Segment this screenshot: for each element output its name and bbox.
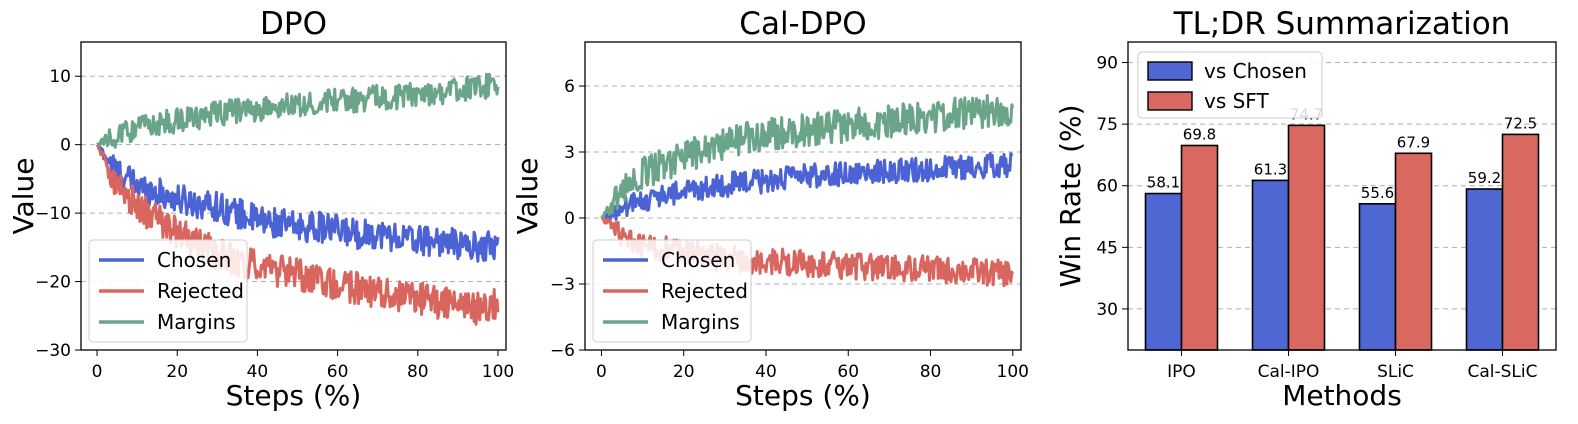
bar-value-label: 67.9 xyxy=(1397,133,1430,151)
plot-frame xyxy=(80,41,507,351)
y-tick-label: −20 xyxy=(35,273,71,293)
y-tick-label: 60 xyxy=(1096,177,1118,197)
legend-label-vs-chosen: vs Chosen xyxy=(1204,59,1307,83)
bar-vs-chosen xyxy=(1358,203,1397,351)
y-tick-label: 45 xyxy=(1096,238,1118,258)
chart-title: DPO xyxy=(260,6,327,42)
x-tick-label: 40 xyxy=(755,362,777,382)
series-line-rejected xyxy=(95,143,500,326)
y-tick-label: 0 xyxy=(60,136,71,156)
y-tick-label: −6 xyxy=(550,341,575,361)
y-tick-label: −10 xyxy=(35,204,71,224)
bar-value-label: 69.8 xyxy=(1183,125,1216,143)
series-line-margins xyxy=(96,72,500,149)
legend-swatch-vs-chosen xyxy=(1147,61,1193,81)
x-tick-label: 0 xyxy=(92,362,103,382)
legend-box xyxy=(88,239,248,343)
y-tick-label: −30 xyxy=(35,341,71,361)
legend-swatch-vs-sft xyxy=(1147,91,1193,111)
bar-vs-sft xyxy=(1287,124,1326,351)
legend-label-rejected: Rejected xyxy=(157,279,244,303)
y-tick-label: 10 xyxy=(49,67,71,87)
bar-vs-sft xyxy=(1180,144,1219,351)
legend-label-chosen: Chosen xyxy=(661,248,735,272)
x-axis-label: Methods xyxy=(1282,379,1402,412)
chart-1: 0 20 40 60 80 100ChosenRejectedMargins−30−20−… xyxy=(7,6,514,412)
y-tick-label: 30 xyxy=(1096,300,1118,320)
y-tick-label: 3 xyxy=(564,143,575,163)
chart-2: 0 20 40 60 80 100 Chosen Rejected Margins −6 −3 0 3 6… xyxy=(511,6,1029,412)
legend-label-margins: Margins xyxy=(157,310,236,334)
legend-label-margins: Margins xyxy=(661,310,740,334)
legend-label-chosen: Chosen xyxy=(157,248,231,272)
x-tick-label: 100 xyxy=(997,362,1029,382)
bar-value-label: 55.6 xyxy=(1361,184,1394,202)
x-tick-label: 40 xyxy=(247,362,269,382)
x-tick-label: 80 xyxy=(407,362,429,382)
x-tick-label: 100 xyxy=(482,362,514,382)
x-tick-label: 20 xyxy=(166,362,188,382)
bar-vs-chosen xyxy=(1465,188,1504,351)
x-tick-label: Cal-IPO xyxy=(1258,362,1320,382)
y-tick-label: −3 xyxy=(550,275,575,295)
y-axis-label: Win Rate (%) xyxy=(1054,104,1087,287)
plot-frame xyxy=(584,41,1022,351)
y-tick-label: 0 xyxy=(564,209,575,229)
legend-box xyxy=(592,239,752,343)
bar-value-label: 72.5 xyxy=(1504,114,1537,132)
legend-label-vs-sft: vs SFT xyxy=(1204,89,1269,113)
chart-title: Cal-DPO xyxy=(739,6,866,42)
y-axis-label: Value xyxy=(511,158,544,235)
x-tick-label: 60 xyxy=(327,362,349,382)
chart-3: 58.169.8IPO61.374.7Cal-IPO55.667.9SLiC59… xyxy=(1054,6,1557,412)
plot-frame xyxy=(1127,41,1557,351)
series-line-chosen xyxy=(96,143,500,263)
bar-value-label: 61.3 xyxy=(1254,160,1287,178)
x-tick-label: SLiC xyxy=(1377,362,1414,382)
bar-value-label: 59.2 xyxy=(1468,169,1501,187)
y-axis-label: Value xyxy=(7,158,40,235)
y-tick-label: 90 xyxy=(1096,54,1118,74)
bar-vs-chosen xyxy=(1144,192,1183,351)
y-tick-label: 6 xyxy=(564,77,575,97)
x-tick-label: 80 xyxy=(920,362,942,382)
bar-vs-chosen xyxy=(1251,179,1290,351)
y-tick-label: 75 xyxy=(1096,115,1118,135)
x-tick-label: 0 xyxy=(596,362,607,382)
series-line-margins xyxy=(600,94,1015,219)
x-axis-label: Steps (%) xyxy=(735,379,871,412)
x-tick-label: Cal-SLiC xyxy=(1467,362,1537,382)
bar-vs-sft xyxy=(1501,133,1540,351)
series-line-chosen xyxy=(600,151,1014,221)
legend-label-rejected: Rejected xyxy=(661,279,748,303)
x-axis-label: Steps (%) xyxy=(226,379,362,412)
bar-value-label: 58.1 xyxy=(1147,174,1180,192)
x-tick-label: IPO xyxy=(1167,362,1196,382)
x-tick-label: 60 xyxy=(837,362,859,382)
chart-title: TL;DR Summarization xyxy=(1173,6,1511,42)
bar-vs-sft xyxy=(1394,152,1433,351)
x-tick-label: 20 xyxy=(673,362,695,382)
